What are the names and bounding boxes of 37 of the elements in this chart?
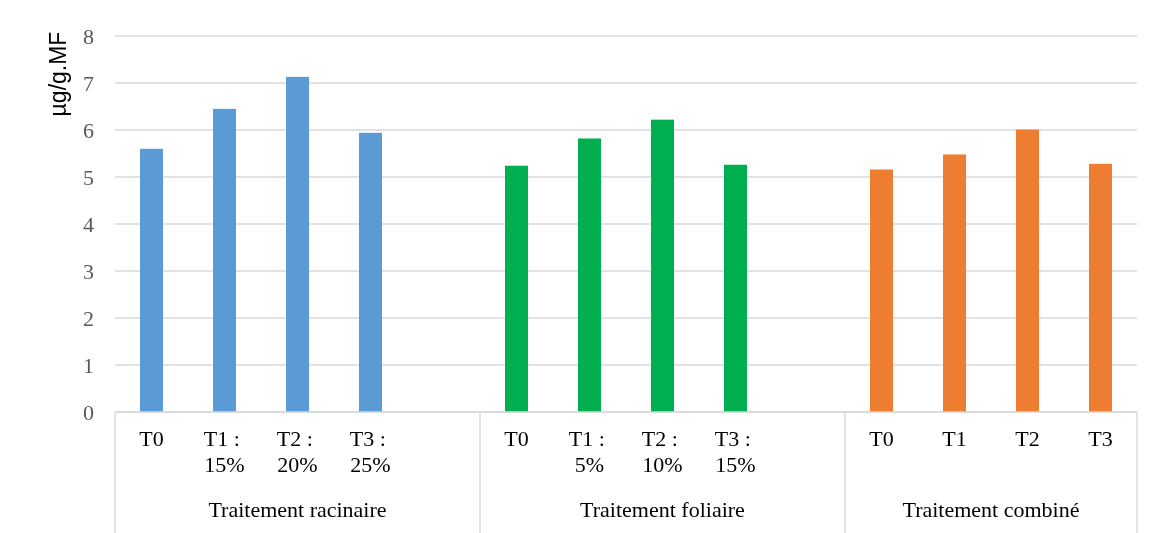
x-tick-label: T2 : 10% [641, 426, 684, 477]
bar [943, 154, 966, 412]
x-tick-label: T3 : 25% [349, 426, 392, 477]
x-tick-label: T3 : 15% [714, 426, 757, 477]
x-tick-label: T3 [1088, 426, 1113, 451]
y-tick-label: 7 [83, 70, 94, 96]
bar [1016, 129, 1039, 412]
y-tick-label: 8 [83, 23, 94, 49]
bar [651, 119, 674, 412]
bar [505, 165, 528, 412]
bar [1089, 163, 1112, 412]
bar [724, 164, 747, 412]
x-tick-label: T1 : 5% [568, 426, 611, 477]
y-tick-label: 6 [83, 117, 94, 143]
bar [213, 108, 236, 412]
x-tick-label: T0 [869, 426, 894, 451]
x-tick-label: T0 [139, 426, 164, 451]
text: Traitement racinaire [208, 497, 387, 522]
text: Traitement combiné [902, 497, 1080, 522]
bar [870, 169, 893, 412]
y-tick-label: 5 [83, 164, 94, 190]
x-tick-label: T2 : 20% [276, 426, 319, 477]
x-tick-label: T1 : 15% [203, 426, 246, 477]
x-tick-label: T1 [942, 426, 967, 451]
y-tick-label: 2 [83, 305, 94, 331]
y-tick-label: 4 [83, 211, 94, 237]
y-tick-label: 1 [83, 352, 94, 378]
y-tick-label: 0 [83, 399, 94, 425]
bar [359, 132, 382, 412]
y-axis-title: µg/g.MF [45, 31, 71, 117]
text: Traitement foliaire [580, 497, 745, 522]
bar [140, 148, 163, 412]
bar [578, 138, 601, 412]
x-tick-label: T0 [504, 426, 529, 451]
y-tick-label: 3 [83, 258, 94, 284]
bar [286, 76, 309, 412]
x-tick-label: T2 [1015, 426, 1040, 451]
